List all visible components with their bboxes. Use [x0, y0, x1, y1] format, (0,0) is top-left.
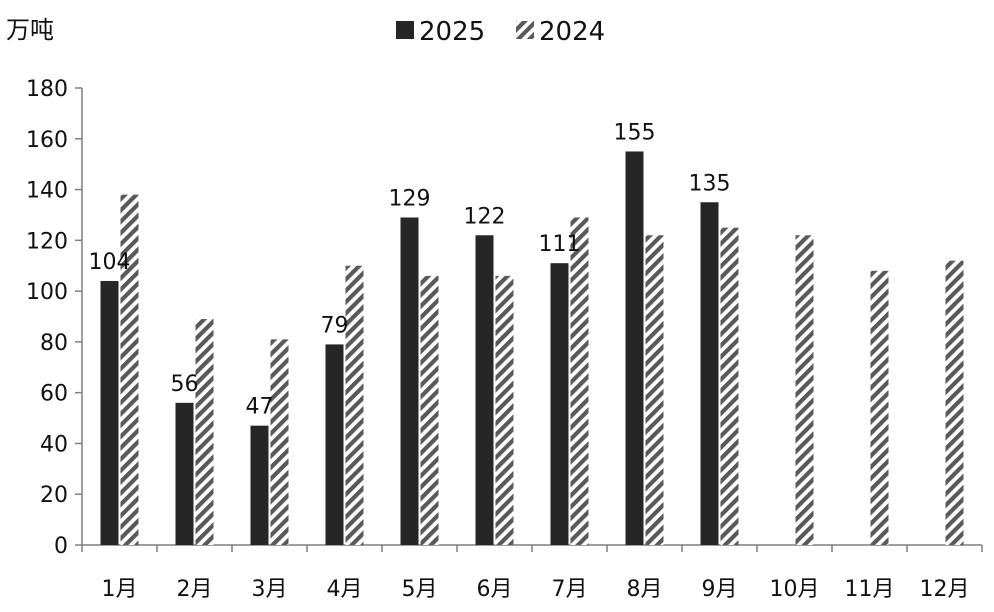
x-tick-label: 2月: [177, 577, 213, 602]
data-label: 122: [464, 204, 506, 229]
x-tick-label: 9月: [702, 577, 738, 602]
legend-swatch-2024: [516, 21, 534, 39]
bar-2024-3月: [270, 339, 289, 545]
y-tick-label: 0: [54, 534, 68, 559]
bar-2025-4月: [325, 344, 344, 545]
y-tick-label: 100: [26, 280, 68, 305]
data-label: 104: [89, 250, 131, 275]
bar-2024-8月: [645, 235, 664, 545]
y-tick-label: 140: [26, 179, 68, 204]
x-axis: 1月 2月 3月 4月 5月 6月 7月 8月 9月 10月 11月 12月: [81, 544, 983, 602]
data-label: 135: [689, 171, 731, 196]
bar-2024-1月: [120, 194, 139, 545]
bar-2025-9月: [700, 202, 719, 545]
y-tick-label: 120: [26, 229, 68, 254]
bar-2024-6月: [495, 275, 514, 545]
bar-2025-8月: [625, 151, 644, 545]
bar-2025-5月: [400, 217, 419, 545]
bar-2025-3月: [250, 425, 269, 545]
bar-2025-2月: [175, 402, 194, 545]
data-label: 155: [614, 120, 656, 145]
bar-2024-5月: [420, 275, 439, 545]
legend: 2025 2024: [396, 17, 605, 47]
x-tick-label: 4月: [327, 577, 363, 602]
bar-2024-9月: [720, 227, 739, 545]
x-tick-label: 12月: [920, 577, 970, 602]
x-tick-label: 10月: [770, 577, 820, 602]
bar-2025-7月: [550, 263, 569, 545]
y-axis-unit-label: 万吨: [6, 16, 54, 44]
data-labels-group: 104 56 47 79 129 122 111 155 135: [89, 120, 731, 419]
data-label: 56: [171, 372, 199, 397]
y-tick-label: 20: [40, 483, 68, 508]
y-tick-label: 180: [26, 77, 68, 102]
bar-2025-6月: [475, 235, 494, 545]
data-label: 47: [246, 395, 274, 420]
x-tick-label: 6月: [477, 577, 513, 602]
bar-2024-12月: [945, 260, 964, 545]
bar-2024-4月: [345, 265, 364, 545]
y-tick-label: 160: [26, 128, 68, 153]
bars-group: [100, 151, 964, 545]
y-tick-label: 60: [40, 382, 68, 407]
bar-2024-11月: [870, 270, 889, 545]
bar-2024-7月: [570, 217, 589, 545]
x-tick-label: 5月: [402, 577, 438, 602]
legend-label: 2024: [539, 17, 605, 47]
bar-2024-2月: [195, 319, 214, 545]
y-axis: 0 20 40 60 80 100 120 140 160 180: [26, 77, 83, 559]
x-tick-label: 8月: [627, 577, 663, 602]
x-tick-label: 11月: [845, 577, 895, 602]
legend-swatch-2025: [396, 21, 414, 39]
y-tick-label: 80: [40, 331, 68, 356]
data-label: 79: [321, 313, 349, 338]
bar-2024-10月: [795, 235, 814, 545]
data-label: 129: [389, 186, 431, 211]
x-tick-label: 3月: [252, 577, 288, 602]
data-label: 111: [539, 232, 581, 257]
x-tick-label: 7月: [552, 577, 588, 602]
y-tick-label: 40: [40, 432, 68, 457]
legend-label: 2025: [419, 17, 485, 47]
x-tick-label: 1月: [102, 577, 138, 602]
bar-2025-1月: [100, 280, 119, 545]
